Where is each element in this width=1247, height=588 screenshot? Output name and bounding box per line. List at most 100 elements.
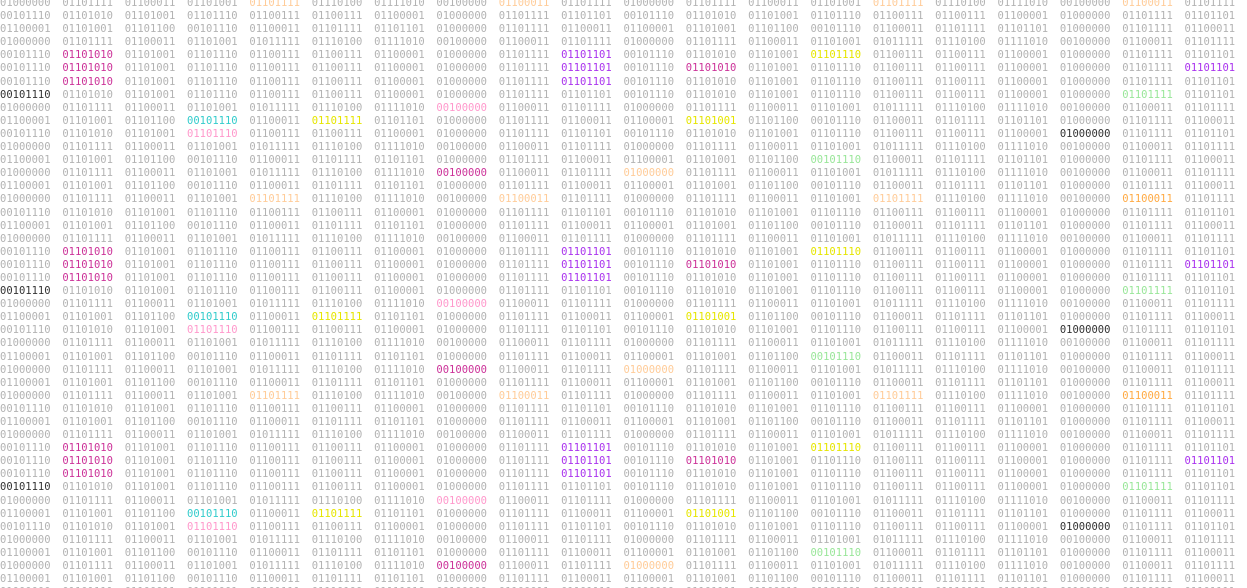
binary-byte: 01101101: [997, 219, 1049, 232]
binary-byte: 01101110: [810, 402, 862, 415]
binary-byte: 01100111: [249, 245, 300, 258]
binary-byte: 01100011: [498, 494, 550, 507]
binary-byte: 01101111: [1184, 36, 1236, 49]
binary-byte: 01101110: [187, 468, 238, 481]
binary-byte: 01101001: [748, 75, 799, 88]
binary-byte: 01100011: [872, 507, 924, 520]
binary-byte: 01101110: [187, 75, 238, 88]
binary-byte: 01101111: [561, 560, 612, 573]
binary-byte: 01100001: [0, 154, 51, 167]
binary-byte: 01101111: [62, 167, 113, 180]
binary-byte: 00100000: [436, 0, 487, 9]
binary-byte: 01100001: [0, 180, 51, 193]
binary-byte: 01101111: [311, 180, 363, 193]
binary-byte: 01101111: [498, 481, 550, 494]
binary-byte: 01101110: [810, 62, 862, 75]
binary-byte: 01100011: [872, 546, 924, 559]
binary-byte: 01101101: [374, 376, 425, 389]
binary-byte: 01101100: [748, 416, 799, 428]
binary-byte: 01000000: [0, 363, 51, 376]
binary-byte: 01101101: [374, 416, 425, 428]
binary-byte: 01101101: [561, 455, 612, 468]
binary-byte: 01100011: [124, 429, 176, 442]
binary-byte: 01101001: [748, 285, 799, 298]
binary-byte: 01100001: [374, 49, 425, 62]
binary-byte: 01100001: [374, 10, 425, 23]
binary-byte: 01101111: [1184, 167, 1236, 180]
binary-byte: 01101111: [685, 560, 737, 573]
binary-byte: 01101101: [561, 258, 612, 271]
binary-byte: 01101001: [685, 154, 737, 167]
binary-line: 00101110 01101010 01101001 01101110 01100111…: [0, 62, 1247, 75]
binary-byte: 01000000: [1059, 546, 1111, 559]
binary-byte: 01101001: [124, 75, 176, 88]
binary-byte: 01110100: [935, 494, 986, 507]
binary-byte: 01101110: [187, 10, 238, 23]
binary-byte: 01101010: [62, 245, 113, 258]
binary-byte: 00101110: [623, 455, 675, 468]
binary-byte: 01111010: [997, 337, 1049, 350]
binary-byte: 01101001: [124, 10, 176, 23]
binary-byte: 01101101: [1184, 62, 1236, 75]
binary-byte: 01000000: [436, 402, 487, 415]
binary-byte: 00101110: [0, 402, 51, 415]
binary-byte: 01100011: [125, 586, 187, 588]
binary-byte: 01100011: [1122, 0, 1173, 9]
binary-byte: 01101001: [810, 298, 862, 311]
binary-byte: 01101001: [748, 324, 799, 337]
binary-byte: 01101111: [1122, 88, 1173, 101]
binary-byte: 01000000: [0, 193, 51, 206]
binary-byte: 01000000: [1059, 88, 1111, 101]
binary-byte: 01101110: [810, 285, 862, 298]
binary-byte: 01000000: [436, 573, 487, 586]
binary-byte: 01101111: [1184, 429, 1236, 442]
binary-byte: 01101111: [1122, 442, 1173, 455]
binary-byte: 01101001: [187, 232, 238, 245]
binary-byte: 01000000: [623, 193, 675, 206]
binary-byte: 00101110: [810, 507, 862, 520]
binary-byte: 01101001: [187, 389, 238, 402]
binary-byte: 00100000: [436, 494, 487, 507]
binary-byte: 01000000: [623, 533, 675, 546]
binary-byte: 01101111: [872, 389, 924, 402]
binary-byte: 01101111: [1122, 376, 1173, 389]
binary-byte: 01000000: [1059, 219, 1111, 232]
binary-byte: 00101110: [187, 219, 238, 232]
binary-byte: 01100001: [0, 416, 51, 428]
binary-byte: 01101001: [748, 520, 799, 533]
binary-byte: 01100011: [249, 350, 300, 363]
binary-byte: 00101110: [187, 546, 238, 559]
binary-byte: 01101100: [124, 154, 176, 167]
binary-byte: 01101111: [1184, 232, 1236, 245]
binary-byte: 01101111: [935, 507, 986, 520]
binary-byte: 01101111: [1122, 350, 1173, 363]
binary-byte: 01111010: [997, 533, 1049, 546]
binary-byte: 01101111: [498, 245, 550, 258]
binary-byte: 01100111: [872, 285, 924, 298]
binary-byte: 01000000: [436, 324, 487, 337]
binary-byte: 01101101: [561, 481, 612, 494]
binary-byte: 01100111: [935, 49, 986, 62]
binary-byte: 01101111: [311, 219, 363, 232]
binary-byte: 01101111: [685, 298, 737, 311]
binary-byte: 01011111: [249, 560, 300, 573]
binary-byte: 01101100: [748, 376, 799, 389]
binary-byte: 01000000: [1059, 402, 1111, 415]
binary-byte: 01101111: [1122, 245, 1173, 258]
binary-byte: 01110100: [311, 494, 363, 507]
binary-byte: 01101110: [810, 127, 862, 140]
binary-byte: 01111010: [997, 232, 1049, 245]
binary-byte: 01100011: [748, 167, 799, 180]
binary-byte: 01100011: [1184, 114, 1236, 127]
binary-byte: 01100111: [935, 62, 986, 75]
binary-byte: 00101110: [623, 10, 675, 23]
binary-byte: 00100000: [1059, 533, 1111, 546]
binary-byte: 01100001: [0, 23, 51, 36]
binary-byte: 01011111: [872, 363, 924, 376]
binary-byte: 01101001: [187, 141, 238, 154]
binary-byte: 01101101: [374, 23, 425, 36]
binary-byte: 01101101: [1184, 455, 1236, 468]
binary-byte: 01101001: [187, 0, 238, 9]
binary-byte: 01101111: [1122, 62, 1173, 75]
binary-byte: 01101110: [187, 271, 238, 284]
